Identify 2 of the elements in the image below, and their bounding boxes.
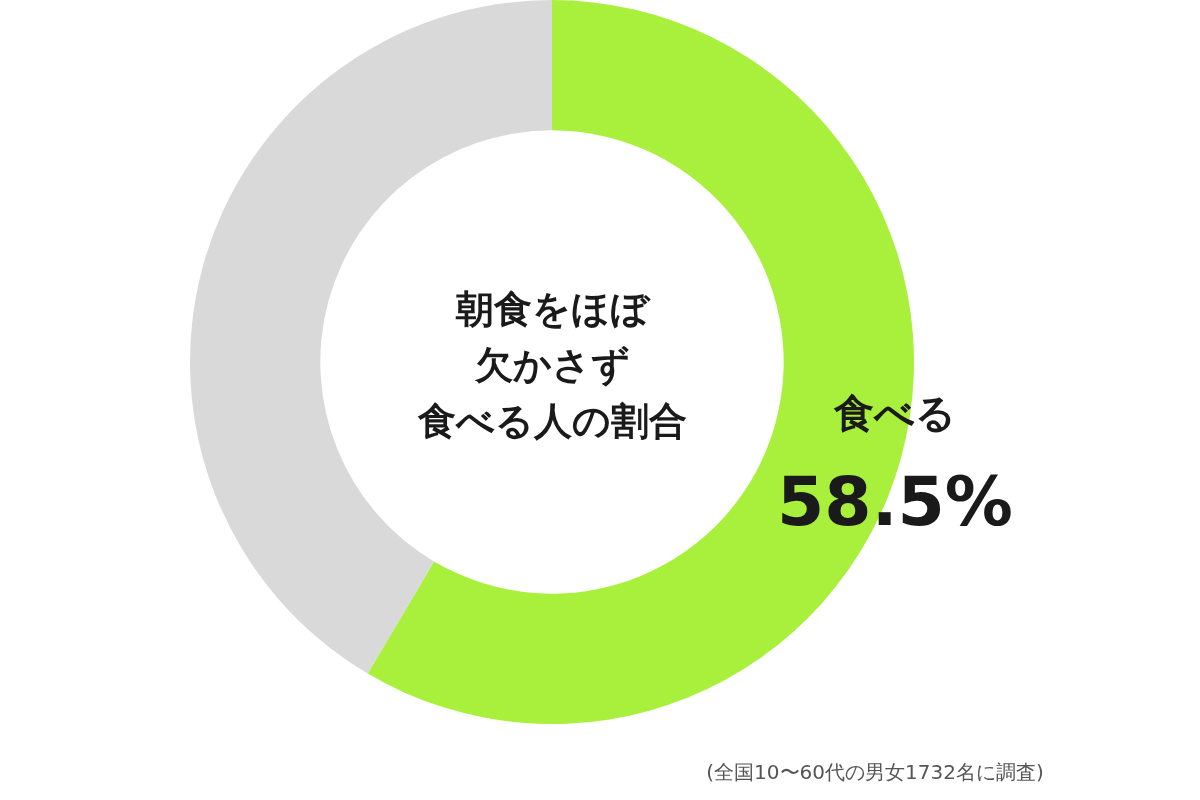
text: 朝食をほぼ欠かさず食べる人の割合 <box>416 287 687 443</box>
text: (全国10〜60代の男女1732名に調査) <box>706 760 1044 784</box>
